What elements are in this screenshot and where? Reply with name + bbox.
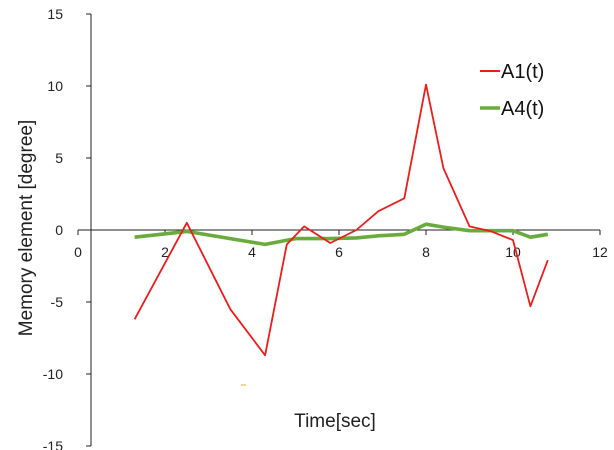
- x-axis-title: Time[sec]: [294, 411, 376, 432]
- y-tick-label: 5: [55, 150, 63, 166]
- legend: A1(t) A4(t): [480, 61, 544, 120]
- y-tick-label: -5: [51, 294, 64, 310]
- series-layer: [133, 83, 549, 357]
- y-tick-label: 10: [47, 78, 63, 94]
- legend-label: A4(t): [501, 98, 544, 120]
- x-tick-label: 8: [422, 244, 430, 260]
- y-tick-label: 0: [55, 222, 63, 238]
- y-axis-title: Memory element [degree]: [16, 120, 37, 337]
- x-tick-label: 12: [592, 244, 608, 260]
- series-line-a1t: [133, 83, 549, 357]
- legend-label: A1(t): [501, 61, 544, 83]
- y-tick-label: -15: [43, 438, 63, 450]
- y-tick-label: 15: [47, 6, 63, 22]
- x-tick-label: 4: [248, 244, 256, 260]
- x-tick-label: 6: [335, 244, 343, 260]
- x-tick-label: 2: [161, 244, 169, 260]
- x-tick-label: 0: [74, 244, 82, 260]
- x-tick-label: 10: [505, 244, 521, 260]
- y-tick-label: -10: [43, 366, 63, 382]
- series-line-a4t: [134, 222, 549, 247]
- axes: 15 10 5 0 -5 -10 -15 0 2 4 6 8 10 12: [43, 6, 608, 450]
